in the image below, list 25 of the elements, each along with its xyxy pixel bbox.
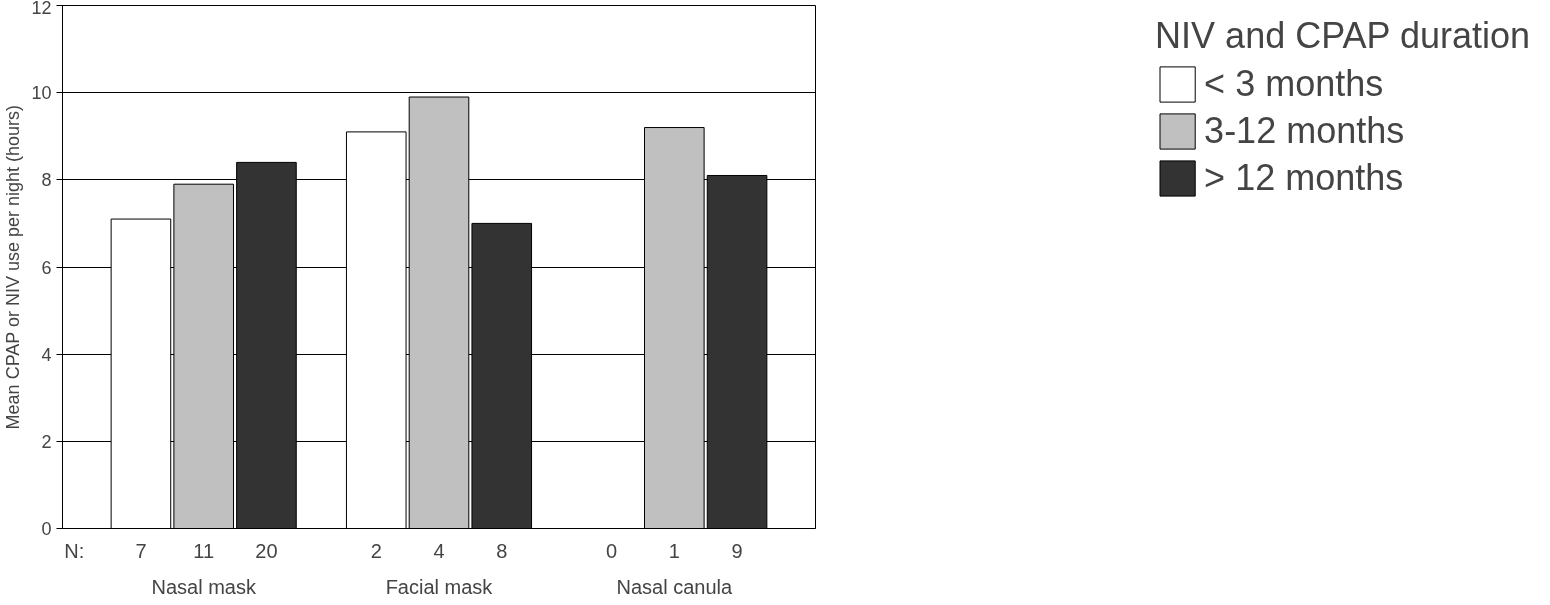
y-tick-label: 10 xyxy=(31,83,52,104)
text: 7 xyxy=(135,539,147,562)
y-tick-label: 8 xyxy=(41,170,52,191)
x-tick-label: Facial mask xyxy=(385,575,494,598)
text: 4 xyxy=(433,539,445,562)
y-tick-label: 6 xyxy=(41,257,52,278)
text: 8 xyxy=(496,539,508,562)
x-tick-label: Nasal canula xyxy=(616,575,733,598)
legend-title: NIV and CPAP duration xyxy=(1155,15,1530,57)
text: 2 xyxy=(370,539,382,562)
text: 9 xyxy=(731,539,743,562)
y-tick-label: 0 xyxy=(41,519,52,539)
text: 20 xyxy=(255,539,278,562)
text: 0 xyxy=(606,539,618,562)
legend-label: < 3 months xyxy=(1204,63,1384,105)
legend-label: 3-12 months xyxy=(1204,110,1405,152)
legend-label: > 12 months xyxy=(1204,157,1404,199)
text: N: xyxy=(64,539,85,562)
y-tick-label: 12 xyxy=(31,0,52,18)
text: 11 xyxy=(193,539,215,562)
text: 1 xyxy=(668,539,680,562)
x-tick-label: Nasal mask xyxy=(151,575,257,598)
y-tick-label: 2 xyxy=(41,431,52,452)
y-tick-label: 4 xyxy=(41,344,52,365)
y-axis-title: Mean CPAP or NIV use per night (hours) xyxy=(3,104,24,430)
